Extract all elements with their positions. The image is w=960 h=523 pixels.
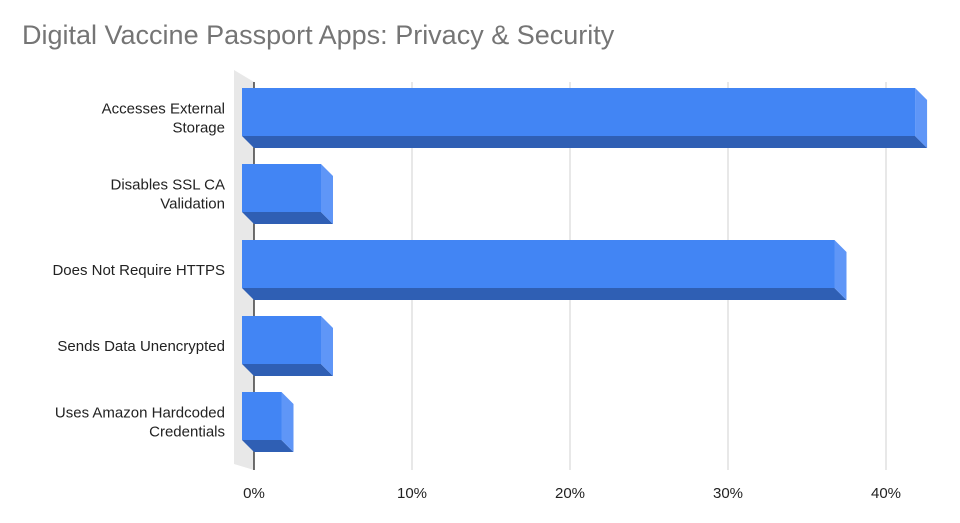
category-label-line: Disables SSL CA (111, 177, 226, 194)
bar-side-face (321, 316, 333, 376)
category-label-line: Credentials (149, 424, 225, 441)
x-axis-ticks: 0% 10% 20% 30% 40% (243, 485, 901, 502)
chart-title: Digital Vaccine Passport Apps: Privacy &… (22, 20, 615, 50)
x-tick-label: 20% (555, 485, 585, 502)
category-label-line: Uses Amazon Hardcoded (55, 405, 225, 422)
category-labels: Accesses External Storage Disables SSL CA V… (52, 101, 225, 441)
bar-front-face (242, 316, 321, 364)
x-tick-label: 30% (713, 485, 743, 502)
bar-front-face (242, 88, 916, 136)
category-label-line: Does Not Require HTTPS (52, 262, 225, 279)
x-tick-label: 0% (243, 485, 265, 502)
category-label: Uses Amazon Hardcoded Credentials (55, 405, 225, 441)
category-label: Does Not Require HTTPS (52, 262, 225, 279)
x-tick-label: 10% (397, 485, 427, 502)
bar (242, 88, 928, 148)
category-label-line: Sends Data Unencrypted (57, 338, 225, 355)
bar-side-face (834, 240, 847, 300)
bar-front-face (242, 392, 282, 440)
x-tick-label: 40% (871, 485, 901, 502)
bar-bottom-face (242, 136, 928, 148)
category-label: Accesses External Storage (102, 101, 225, 137)
bars (242, 88, 928, 452)
bar-side-face (915, 88, 928, 148)
bar (242, 164, 333, 224)
category-label-line: Validation (160, 196, 225, 213)
bar (242, 316, 333, 376)
category-label-line: Storage (172, 120, 225, 137)
bar-bottom-face (242, 440, 294, 452)
bar-front-face (242, 240, 835, 288)
bar-bottom-face (242, 212, 333, 224)
bar-bottom-face (242, 364, 333, 376)
bar-front-face (242, 164, 321, 212)
bar-bottom-face (242, 288, 847, 300)
bar (242, 240, 847, 300)
category-label: Disables SSL CA Validation (111, 177, 226, 213)
bar-side-face (281, 392, 294, 452)
category-label-line: Accesses External (102, 101, 225, 118)
bar-side-face (321, 164, 333, 224)
bar (242, 392, 294, 452)
category-label: Sends Data Unencrypted (57, 338, 225, 355)
